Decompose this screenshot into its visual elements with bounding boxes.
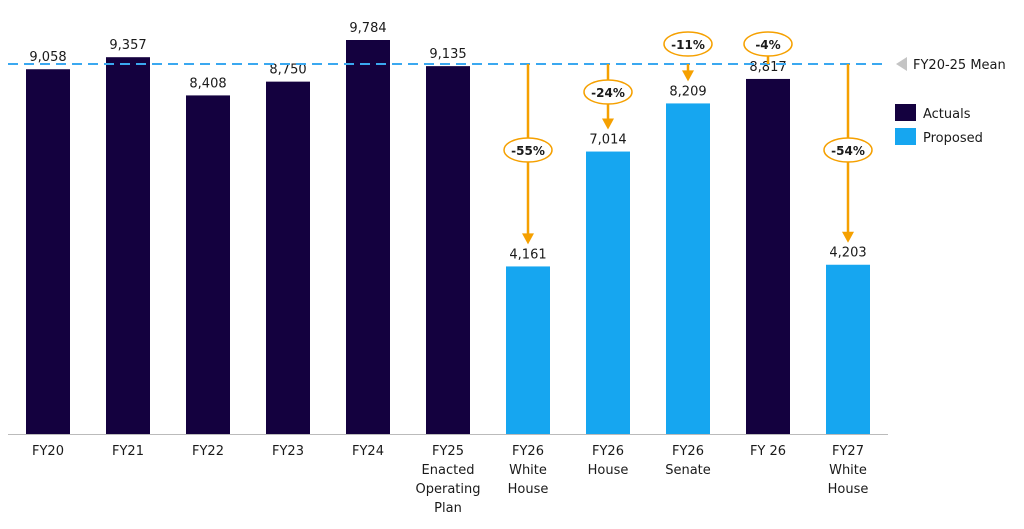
category-label-6: White <box>509 463 547 478</box>
bar-1 <box>106 57 150 434</box>
bar-5 <box>426 66 470 434</box>
annotation-bubble <box>743 31 793 57</box>
legend-label-actuals: Actuals <box>923 107 971 122</box>
value-label-8: 8,209 <box>669 84 706 99</box>
value-label-1: 9,357 <box>109 38 146 53</box>
category-label-6: FY26 <box>512 444 544 459</box>
bar-2 <box>186 95 230 434</box>
category-label-0: FY20 <box>32 444 64 459</box>
legend-swatch-proposed <box>895 128 916 145</box>
value-label-2: 8,408 <box>189 76 226 91</box>
annotation-label-0: -55% <box>511 144 545 158</box>
annotation-bubble <box>663 31 713 57</box>
mean-marker-triangle-icon <box>896 57 907 71</box>
category-label-4: FY24 <box>352 444 384 459</box>
value-label-6: 4,161 <box>509 247 546 262</box>
legend-swatch-actuals <box>895 104 916 121</box>
annotation-bubble <box>823 137 873 163</box>
category-label-5: FY25 <box>432 444 464 459</box>
category-label-10: House <box>828 482 869 497</box>
category-label-5: Operating <box>416 482 481 497</box>
arrow-down-icon <box>842 231 854 243</box>
annotation-bubble <box>583 79 633 105</box>
category-label-2: FY22 <box>192 444 224 459</box>
category-label-1: FY21 <box>112 444 144 459</box>
category-label-6: House <box>508 482 549 497</box>
bar-3 <box>266 81 310 434</box>
arrow-down-icon <box>682 70 694 82</box>
category-label-9: FY 26 <box>750 444 786 459</box>
value-label-7: 7,014 <box>589 133 626 148</box>
bar-0 <box>26 69 70 434</box>
category-label-7: House <box>588 463 629 478</box>
mean-label: FY20-25 Mean <box>913 58 1006 73</box>
bar-7 <box>586 151 630 434</box>
category-label-8: Senate <box>665 463 711 478</box>
value-label-5: 9,135 <box>429 47 466 62</box>
category-label-10: White <box>829 463 867 478</box>
value-label-4: 9,784 <box>349 21 386 36</box>
bar-9 <box>746 78 790 435</box>
arrow-down-icon <box>602 118 614 130</box>
value-label-0: 9,058 <box>29 50 66 65</box>
annotation-label-2: -11% <box>671 38 705 52</box>
bar-6 <box>506 266 550 434</box>
bar-4 <box>346 40 390 434</box>
category-label-3: FY23 <box>272 444 304 459</box>
bar-8 <box>666 103 710 434</box>
annotation-bubble <box>503 137 553 163</box>
category-label-5: Enacted <box>422 463 475 478</box>
annotation-label-1: -24% <box>591 86 625 100</box>
annotation-label-3: -4% <box>755 38 780 52</box>
annotation-label-4: -54% <box>831 144 865 158</box>
arrow-down-icon <box>522 233 534 245</box>
value-label-3: 8,750 <box>269 63 306 78</box>
value-label-10: 4,203 <box>829 246 866 261</box>
bar-10 <box>826 264 870 434</box>
category-label-8: FY26 <box>672 444 704 459</box>
legend-label-proposed: Proposed <box>923 131 983 146</box>
category-label-5: Plan <box>434 501 462 516</box>
category-label-10: FY27 <box>832 444 864 459</box>
category-label-7: FY26 <box>592 444 624 459</box>
